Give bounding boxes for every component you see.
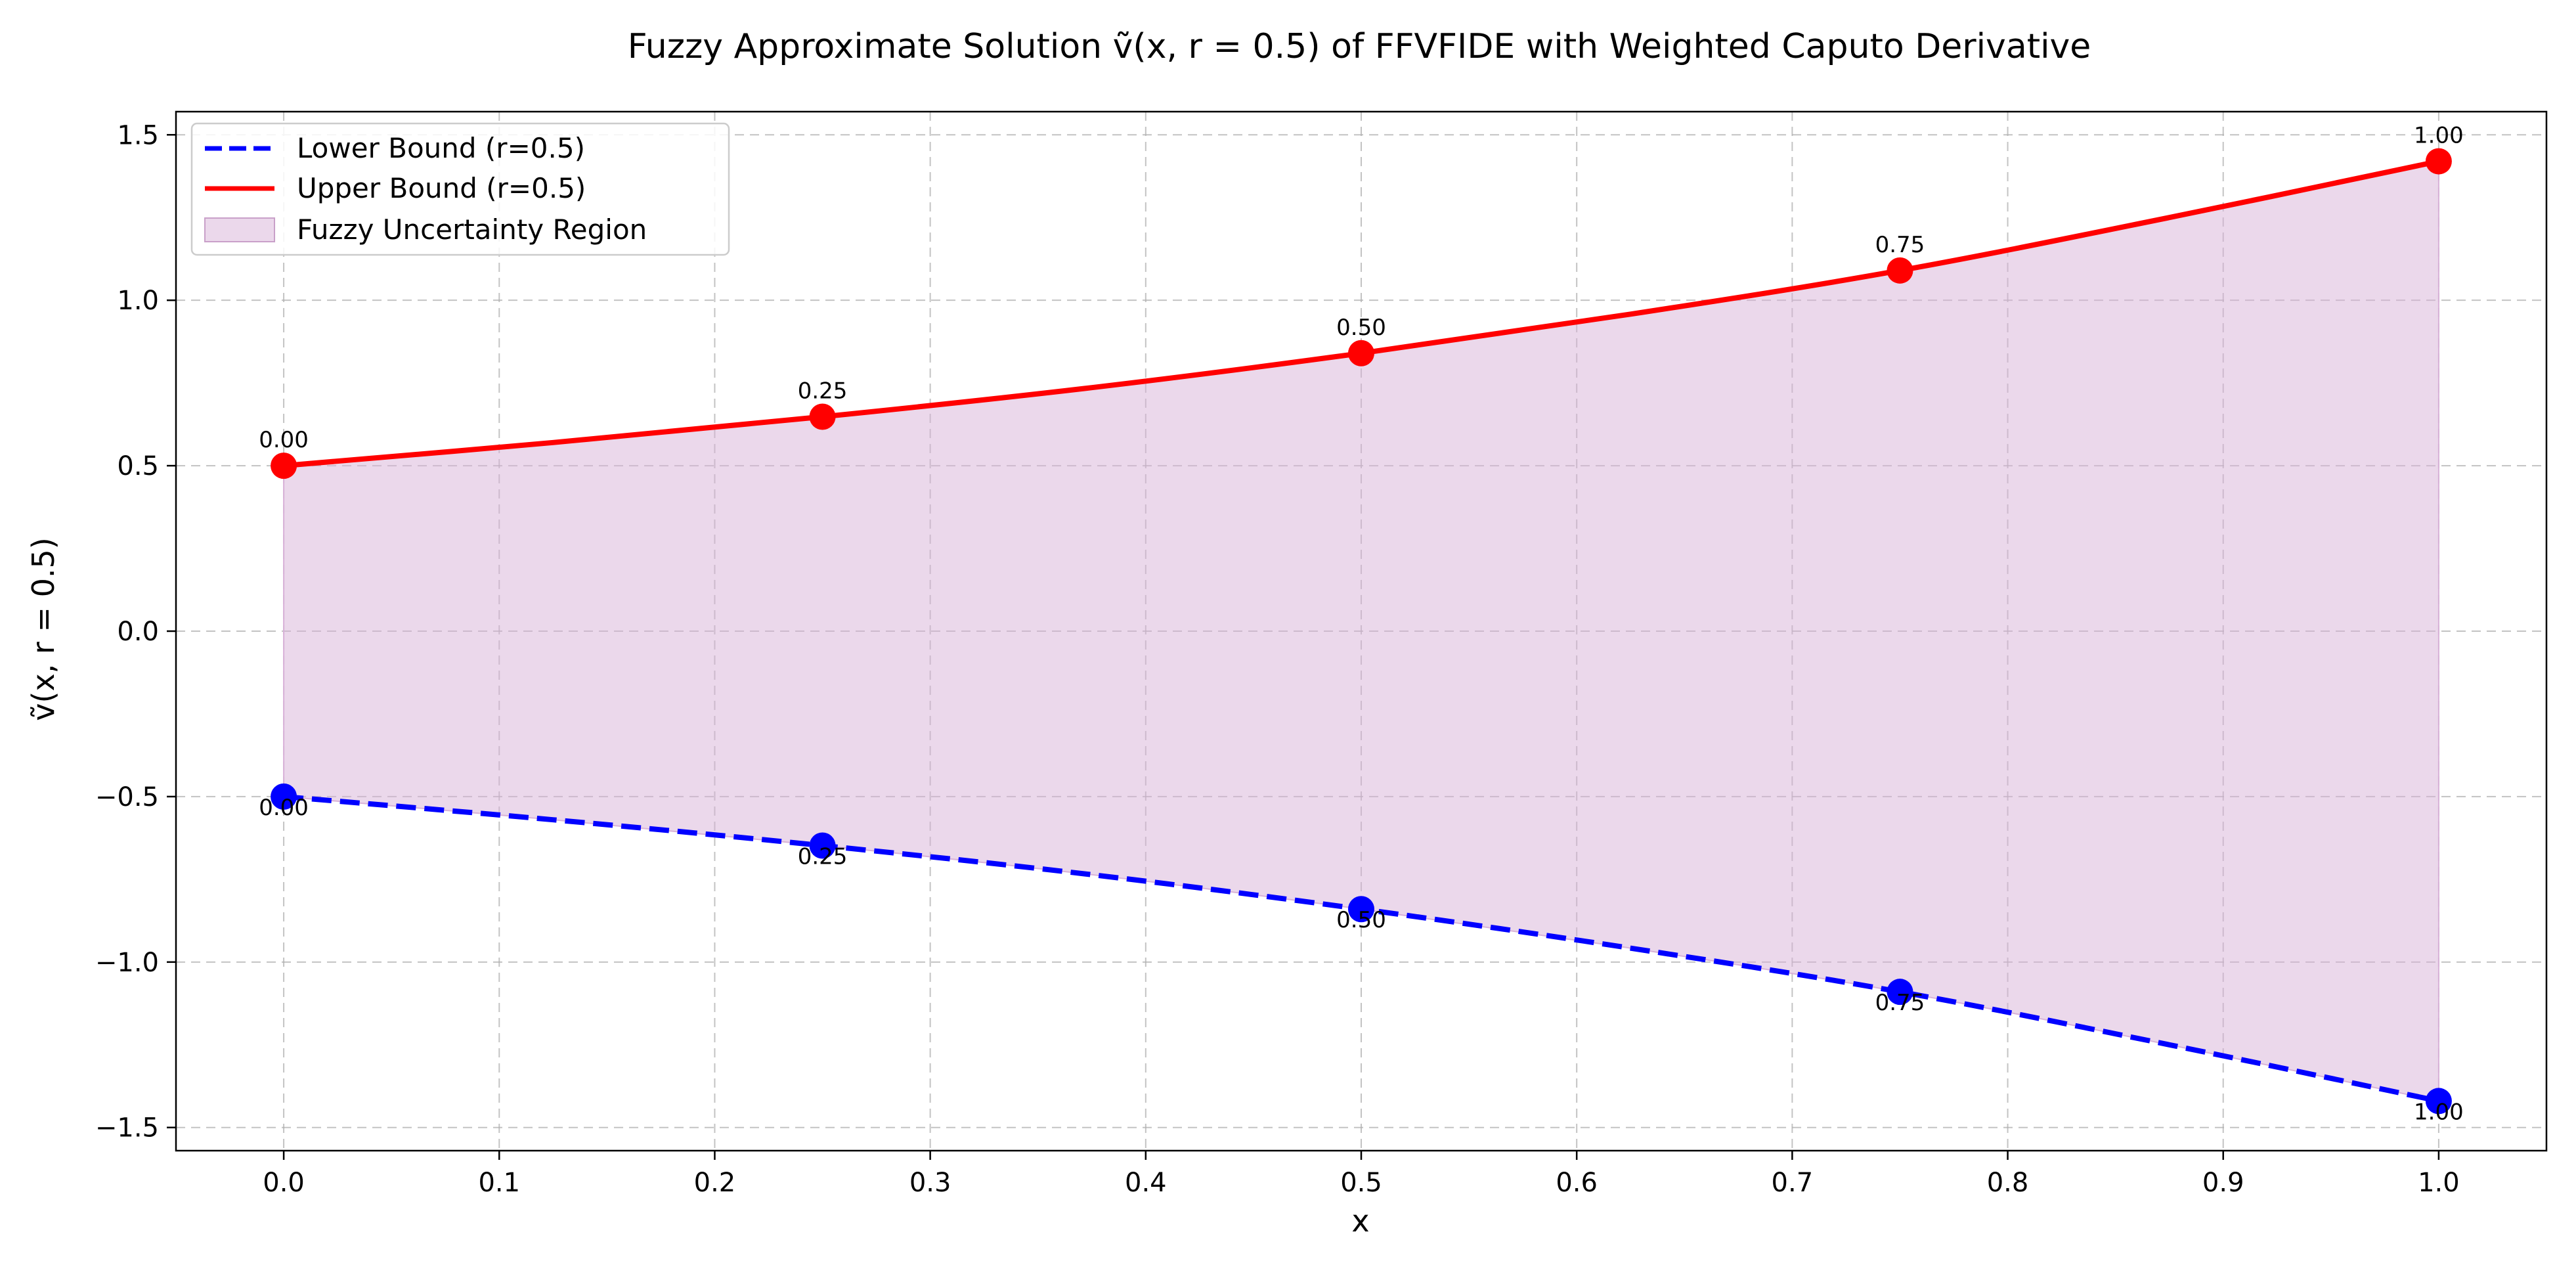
upper-point-label: 1.00 [2414, 123, 2464, 149]
x-tick-label: 0.7 [1772, 1168, 1814, 1198]
upper-point [809, 403, 836, 430]
y-axis-label: ṽ(x, r = 0.5) [26, 537, 61, 720]
lower-point-label: 0.75 [1875, 990, 1925, 1016]
legend-fill-label: Fuzzy Uncertainty Region [297, 213, 647, 246]
upper-point [2425, 148, 2452, 175]
y-tick-label: 1.5 [117, 120, 159, 150]
upper-point-label: 0.25 [798, 378, 848, 405]
legend-lower-label: Lower Bound (r=0.5) [297, 132, 585, 164]
lower-point-label: 0.50 [1336, 907, 1386, 933]
x-tick-label: 0.4 [1125, 1168, 1167, 1198]
upper-point-label: 0.50 [1336, 315, 1386, 341]
y-tick-label: 0.5 [117, 451, 159, 481]
x-axis-label: x [1351, 1203, 1369, 1239]
x-tick-label: 0.3 [909, 1168, 951, 1198]
upper-point [271, 453, 297, 479]
upper-point [1887, 257, 1913, 284]
y-tick-label: −1.5 [95, 1113, 159, 1143]
lower-point-label: 0.00 [259, 795, 309, 821]
lower-point [1887, 979, 1913, 1006]
x-tick-label: 1.0 [2418, 1168, 2460, 1198]
y-tick-label: −0.5 [95, 782, 159, 812]
lower-point [2425, 1088, 2452, 1115]
legend-box [190, 122, 730, 256]
x-tick-label: 0.2 [694, 1168, 736, 1198]
markers: 0.00 0.00 0.25 0.25 0.50 0.50 0.75 0.75 1.00 1.00 [259, 123, 2464, 1126]
upper-point [1348, 340, 1374, 366]
legend-fill-swatch [204, 217, 275, 242]
upper-point-label: 0.00 [259, 427, 309, 453]
y-tick-label: −1.0 [95, 948, 159, 978]
x-tick-label: 0.0 [263, 1168, 305, 1198]
x-tick-label: 0.9 [2202, 1168, 2244, 1198]
x-tick-label: 0.1 [478, 1168, 520, 1198]
lower-point [271, 783, 297, 810]
lower-point-label: 1.00 [2414, 1099, 2464, 1125]
chart-title: Fuzzy Approximate Solution ṽ(x, r = 0.5)… [628, 27, 2091, 66]
y-tick-label: 1.0 [117, 286, 159, 316]
lower-point [809, 832, 836, 859]
axis-ticks: 0.0 0.1 0.2 0.3 0.4 0.5 0.6 0.7 0.8 0.9 1.0 −1.5 −1.… [95, 120, 2460, 1198]
x-tick-label: 0.6 [1556, 1168, 1598, 1198]
legend: Lower Bound (r=0.5) Upper Bound (r=0.5) … [190, 122, 730, 256]
x-tick-label: 0.5 [1340, 1168, 1382, 1198]
lower-point-label: 0.25 [798, 843, 848, 870]
legend-upper-label: Upper Bound (r=0.5) [297, 172, 586, 204]
x-tick-label: 0.8 [1987, 1168, 2029, 1198]
y-tick-label: 0.0 [117, 617, 159, 647]
upper-point-label: 0.75 [1875, 232, 1925, 258]
lower-point [1348, 896, 1374, 923]
